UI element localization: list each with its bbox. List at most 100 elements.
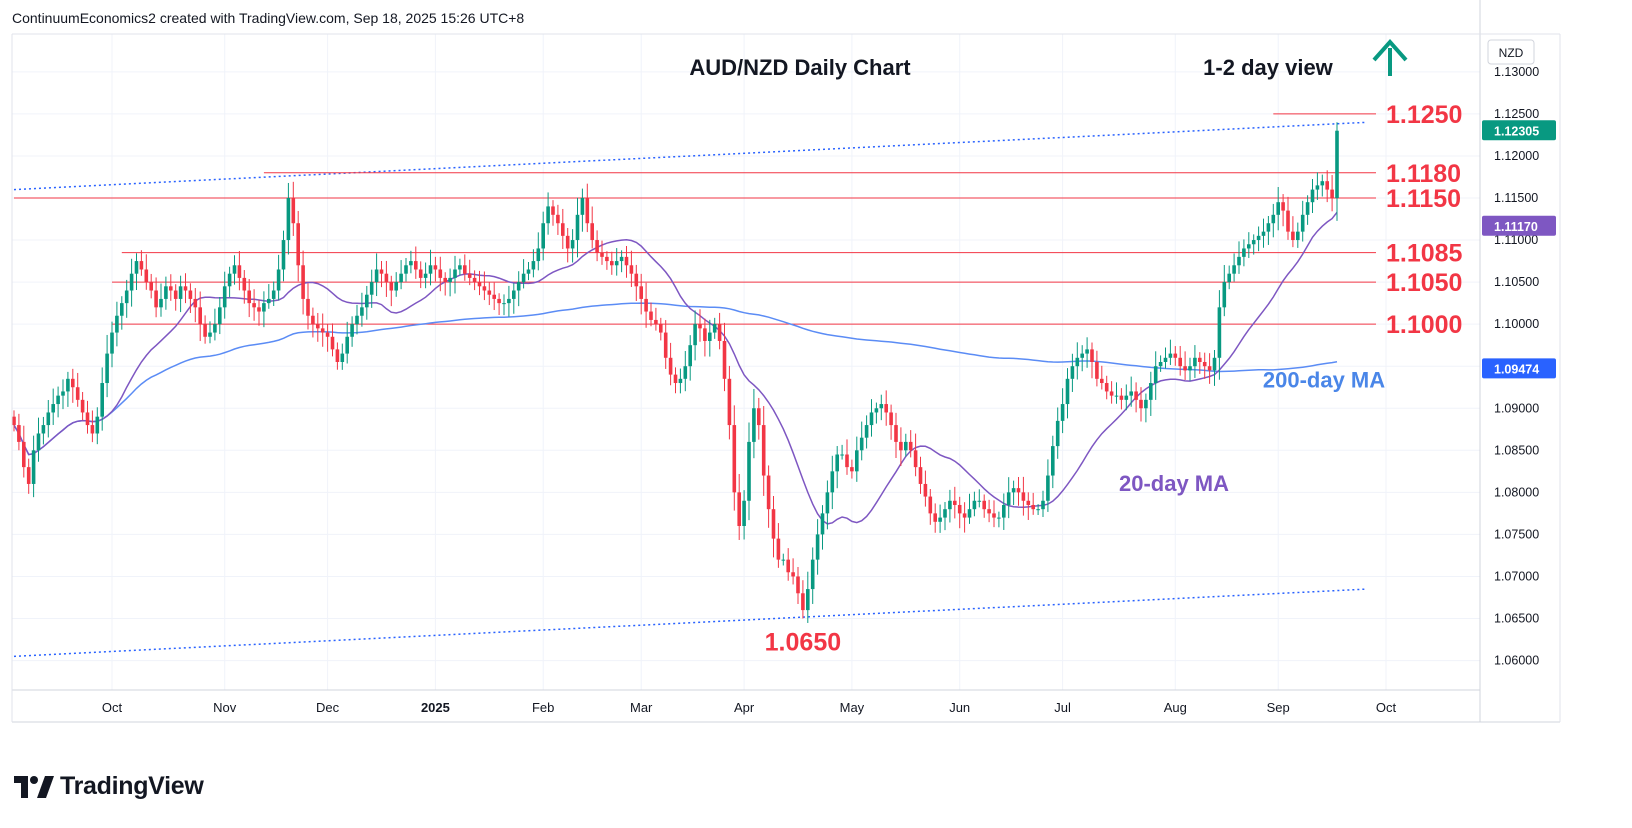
candle-body: [203, 324, 207, 337]
candle-body: [1016, 488, 1021, 493]
candle-body: [551, 206, 555, 215]
candle-body: [908, 441, 913, 451]
level-label: 1.1250: [1386, 101, 1462, 129]
candle-body: [830, 471, 835, 493]
candle-body: [928, 496, 933, 514]
price-axis[interactable]: NZD1.130001.125001.120001.115001.110001.…: [1482, 39, 1556, 668]
candle-body: [1158, 362, 1163, 367]
candle-body: [580, 198, 585, 215]
candle-body: [1296, 231, 1300, 241]
candle-body: [717, 324, 722, 341]
candle-body: [472, 277, 477, 283]
candle-body: [585, 198, 590, 224]
price-tick-label: 1.08500: [1494, 443, 1539, 457]
candle-body: [276, 269, 281, 291]
candle-body: [1095, 362, 1099, 379]
candle-body: [213, 324, 217, 333]
candle-body: [75, 387, 80, 400]
candle-body: [222, 286, 227, 308]
currency-label: NZD: [1499, 46, 1524, 60]
price-tick-label: 1.12000: [1494, 149, 1539, 163]
candle-body: [296, 223, 300, 266]
candle-body: [61, 391, 65, 396]
chart-frame: [11, 0, 1561, 723]
candle-body: [752, 408, 756, 442]
candle-body: [600, 252, 604, 257]
candle-body: [90, 425, 95, 434]
candle-body: [1139, 399, 1143, 409]
candle-body: [1085, 349, 1089, 354]
time-axis[interactable]: Oct Nov Dec 2025 Feb Mar Apr May Jun Jul Aug Sep Oct: [102, 700, 1397, 715]
candle-body: [938, 517, 942, 522]
candle-body: [810, 559, 815, 590]
candle-body: [776, 538, 781, 560]
candle-body: [698, 324, 702, 329]
candle-body: [1325, 181, 1329, 190]
tradingview-logo[interactable]: TradingView: [14, 772, 204, 801]
candle-body: [889, 412, 893, 426]
candle-body: [1070, 366, 1075, 379]
candle-body: [374, 269, 379, 283]
candle-body: [124, 290, 129, 304]
candle-body: [972, 500, 977, 510]
candle-body: [95, 416, 100, 434]
candle-body: [1281, 202, 1285, 211]
candle-body: [654, 319, 658, 325]
candle-body: [1036, 509, 1040, 511]
candle-body: [1153, 366, 1158, 384]
candle-body: [801, 593, 805, 611]
candle-body: [12, 416, 16, 426]
candle-body: [874, 408, 879, 413]
candle-body: [1237, 256, 1241, 266]
time-tick-label: Sep: [1267, 700, 1290, 715]
currency-label-box[interactable]: [1487, 39, 1535, 65]
candle-body: [1163, 357, 1168, 362]
candle-body: [595, 240, 599, 253]
moving-averages: [13, 211, 1338, 525]
candle-body: [1232, 265, 1236, 274]
candle-body: [541, 223, 545, 249]
candle-body: [1065, 378, 1070, 405]
candle-body: [320, 328, 325, 333]
price-tick-label: 1.06500: [1494, 612, 1539, 626]
candle-body: [164, 286, 168, 299]
price-tick-label: 1.12500: [1494, 107, 1539, 121]
candle-body: [247, 290, 251, 304]
candle-body: [286, 198, 291, 241]
candle-body: [703, 328, 707, 341]
candle-body: [1129, 391, 1133, 396]
candle-body: [1202, 362, 1207, 367]
candle-body: [605, 256, 609, 262]
price-tick-label: 1.09000: [1494, 401, 1539, 415]
candle-body: [198, 307, 202, 325]
candle-body: [1222, 282, 1227, 308]
time-tick-label: Nov: [213, 700, 237, 715]
channel-upper-line: [13, 121, 1368, 191]
candle-body: [22, 441, 26, 468]
candle-body: [301, 265, 305, 299]
candle-body: [1149, 383, 1153, 400]
price-tick-label: 1.06000: [1494, 654, 1539, 668]
candle-body: [850, 467, 854, 472]
candle-body: [41, 425, 46, 434]
candle-body: [1335, 130, 1339, 198]
candle-body: [1207, 366, 1212, 371]
candle-body: [409, 261, 413, 266]
level-label: 1.1150: [1386, 185, 1461, 213]
grid: [12, 34, 1480, 690]
candle-body: [835, 454, 839, 472]
candle-body: [649, 311, 653, 320]
time-tick-label: May: [840, 700, 865, 715]
candle-body: [418, 269, 423, 278]
candle-body: [634, 273, 639, 287]
price-tag-ma200: [1482, 358, 1556, 379]
candle-body: [262, 303, 266, 312]
candle-body: [712, 324, 717, 333]
candle-body: [100, 383, 104, 417]
candle-body: [1075, 357, 1080, 367]
candle-body: [1041, 500, 1045, 510]
candle-body: [159, 298, 163, 308]
price-tick-label: 1.13000: [1494, 65, 1539, 79]
